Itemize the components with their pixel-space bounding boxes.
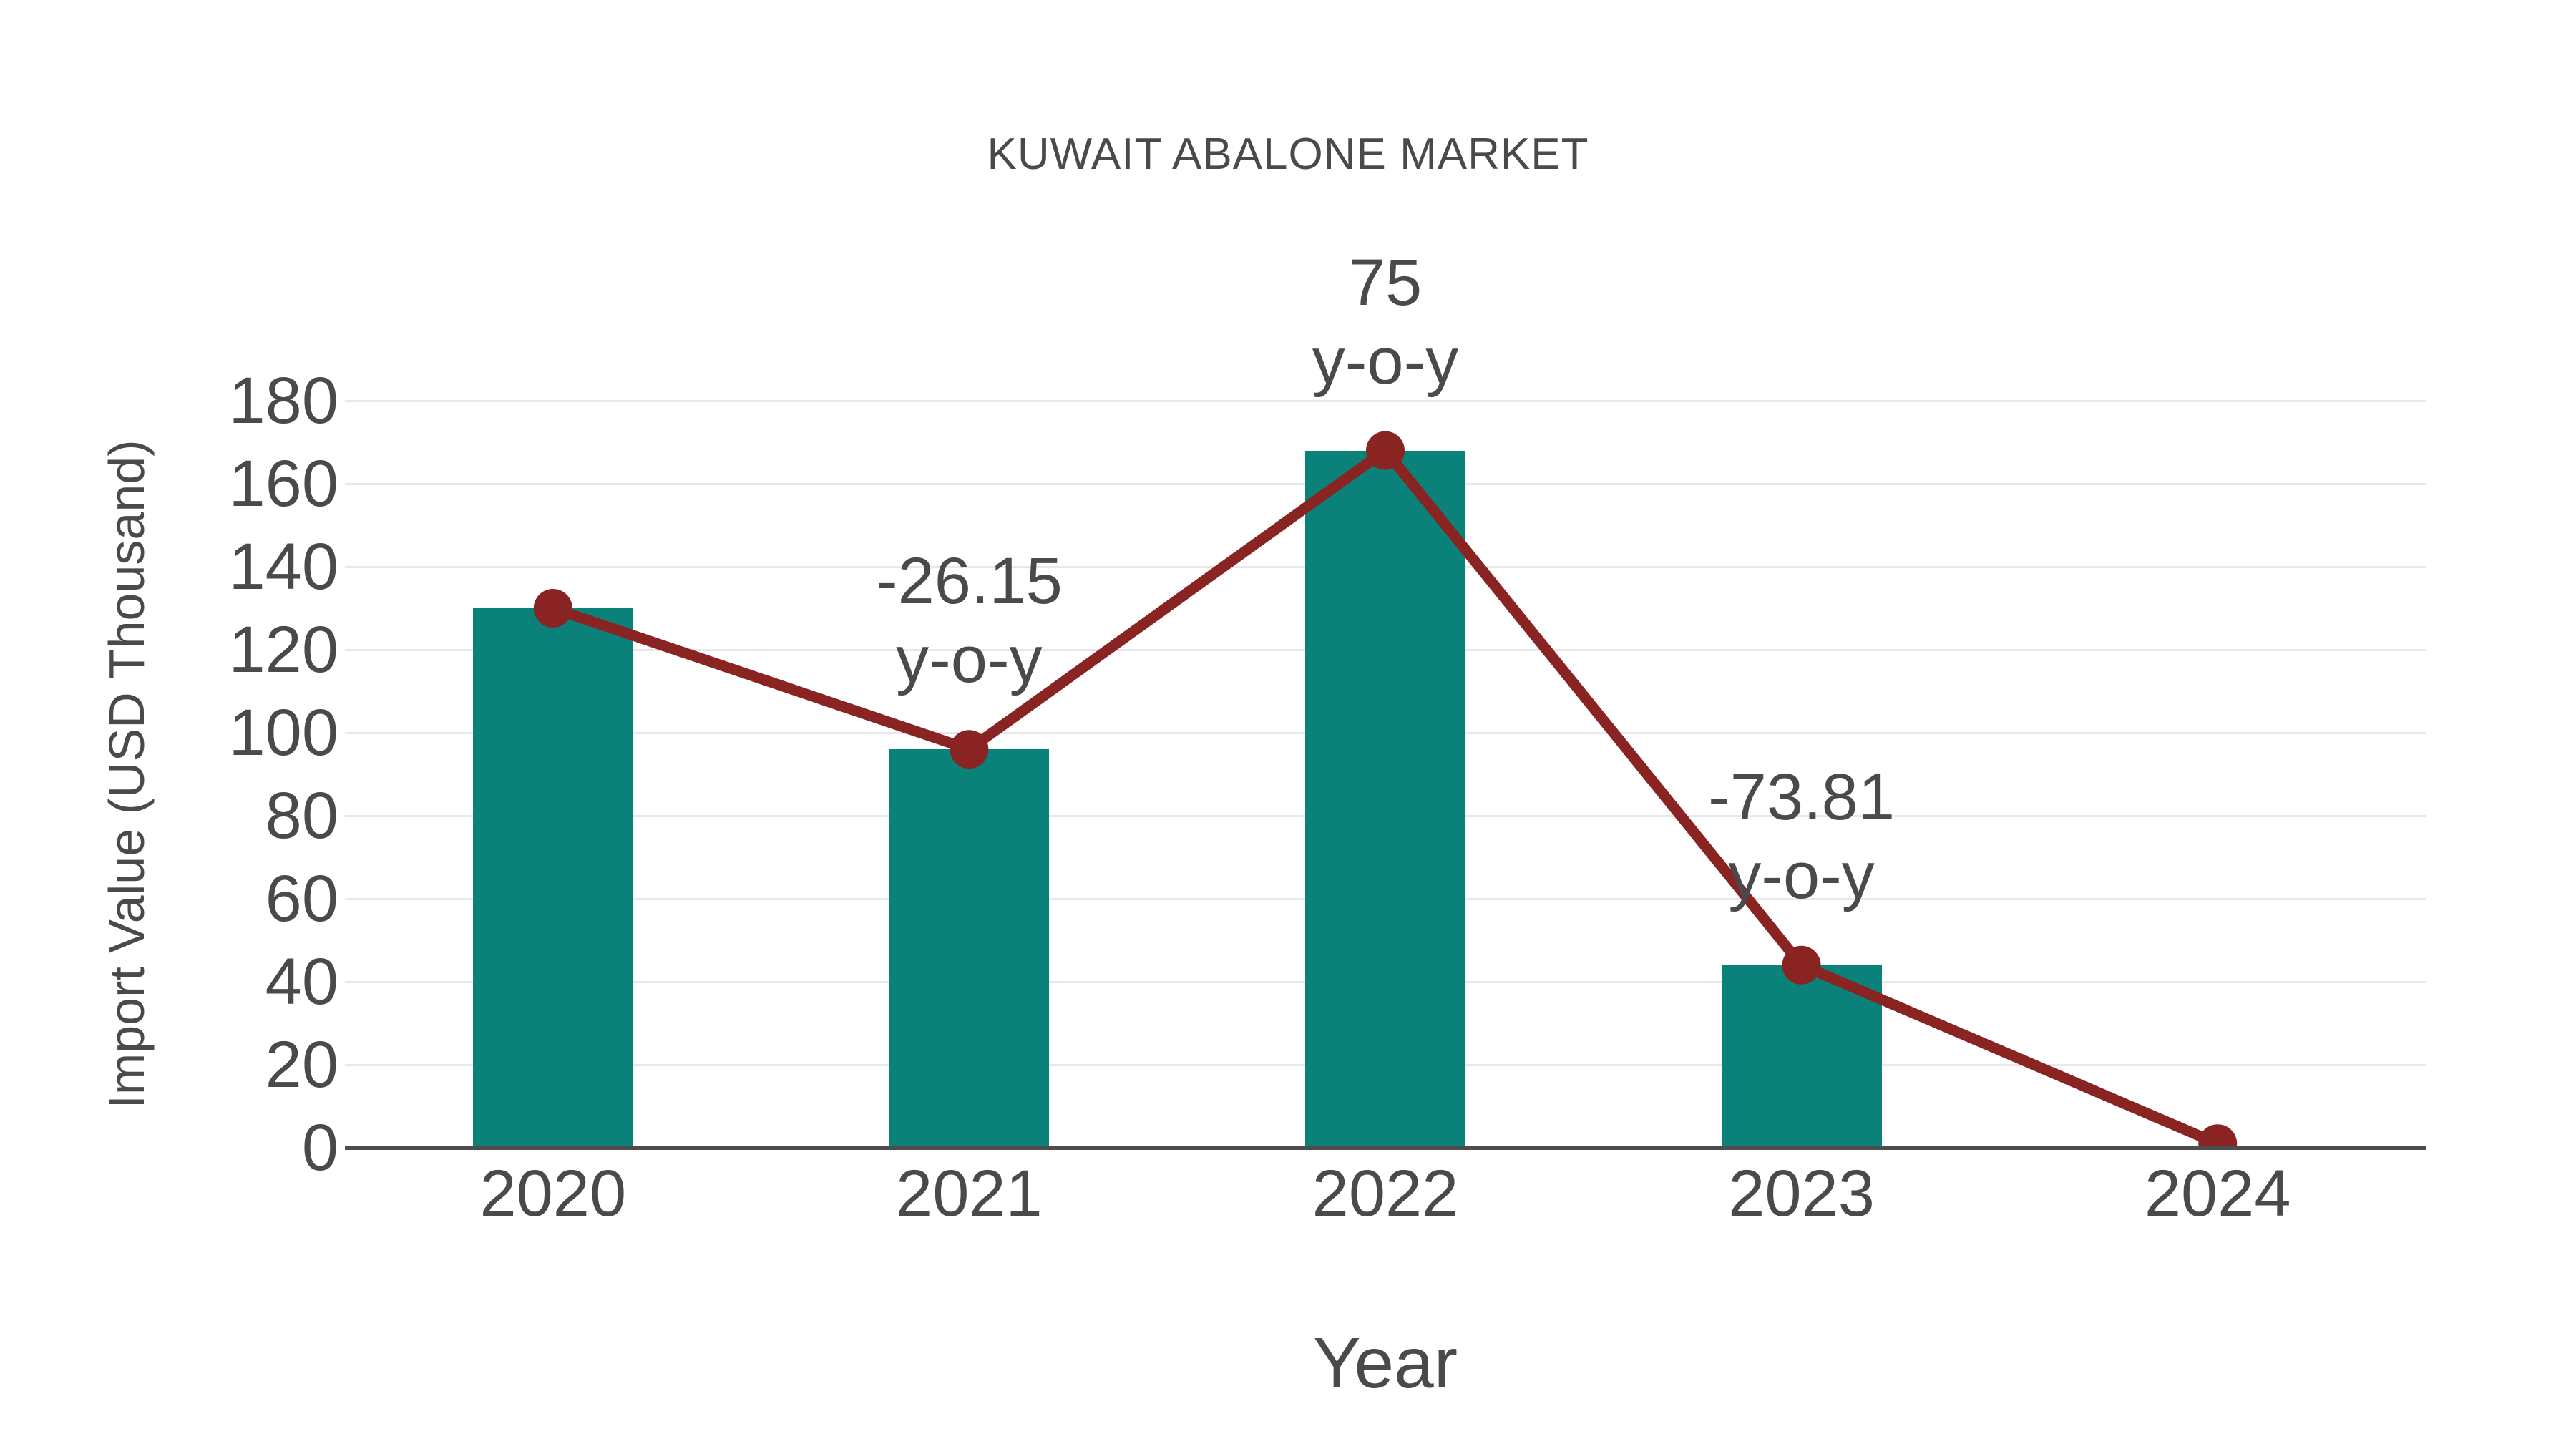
annotation-2021-line1: -26.15 — [875, 545, 1063, 618]
annotation-2023-line1: -73.81 — [1708, 760, 1896, 834]
x-tick-label-2024: 2024 — [2144, 1157, 2291, 1230]
gridline-180 — [345, 400, 2426, 402]
x-tick-label-2022: 2022 — [1312, 1157, 1459, 1230]
data-point-2021 — [950, 730, 989, 769]
plot-area — [345, 358, 2426, 1148]
bar-2023 — [1721, 965, 1882, 1148]
y-axis-title: Import Value (USD Thousand) — [99, 439, 155, 1109]
y-tick-label-0: 0 — [301, 1111, 338, 1184]
chart-title: KUWAIT ABALONE MARKET — [987, 130, 1589, 179]
y-tick-label-80: 80 — [265, 779, 338, 852]
trend-line-layer — [533, 431, 2238, 1148]
annotation-2023: -73.81 y-o-y — [1551, 758, 2052, 915]
y-tick-label-160: 160 — [228, 447, 339, 520]
y-tick-label-20: 20 — [265, 1028, 338, 1101]
bar-2020 — [472, 608, 633, 1148]
data-point-2020 — [533, 589, 572, 628]
data-point-2022 — [1366, 431, 1405, 470]
data-point-2023 — [1782, 945, 1821, 985]
x-tick-label-2020: 2020 — [479, 1157, 627, 1230]
annotation-2023-line2: y-o-y — [1728, 839, 1875, 912]
y-tick-label-120: 120 — [228, 613, 339, 686]
y-tick-label-100: 100 — [228, 696, 339, 769]
annotation-2022-line1: 75 — [1348, 245, 1423, 319]
annotation-2021-line2: y-o-y — [896, 623, 1043, 697]
data-point-2024 — [2198, 1124, 2238, 1148]
bar-2021 — [889, 749, 1050, 1148]
x-tick-label-2021: 2021 — [896, 1157, 1043, 1230]
y-tick-label-40: 40 — [265, 945, 338, 1018]
x-axis-line — [345, 1146, 2426, 1150]
bar-2022 — [1305, 450, 1465, 1148]
annotation-2021: -26.15 y-o-y — [718, 542, 1219, 699]
y-tick-label-180: 180 — [228, 364, 339, 437]
y-tick-label-60: 60 — [265, 862, 338, 935]
x-tick-label-2023: 2023 — [1728, 1157, 1875, 1230]
x-axis-title: Year — [1312, 1323, 1458, 1403]
annotation-2022: 75 y-o-y — [1135, 243, 1636, 401]
y-tick-label-140: 140 — [228, 530, 339, 603]
annotation-2022-line2: y-o-y — [1312, 324, 1459, 398]
